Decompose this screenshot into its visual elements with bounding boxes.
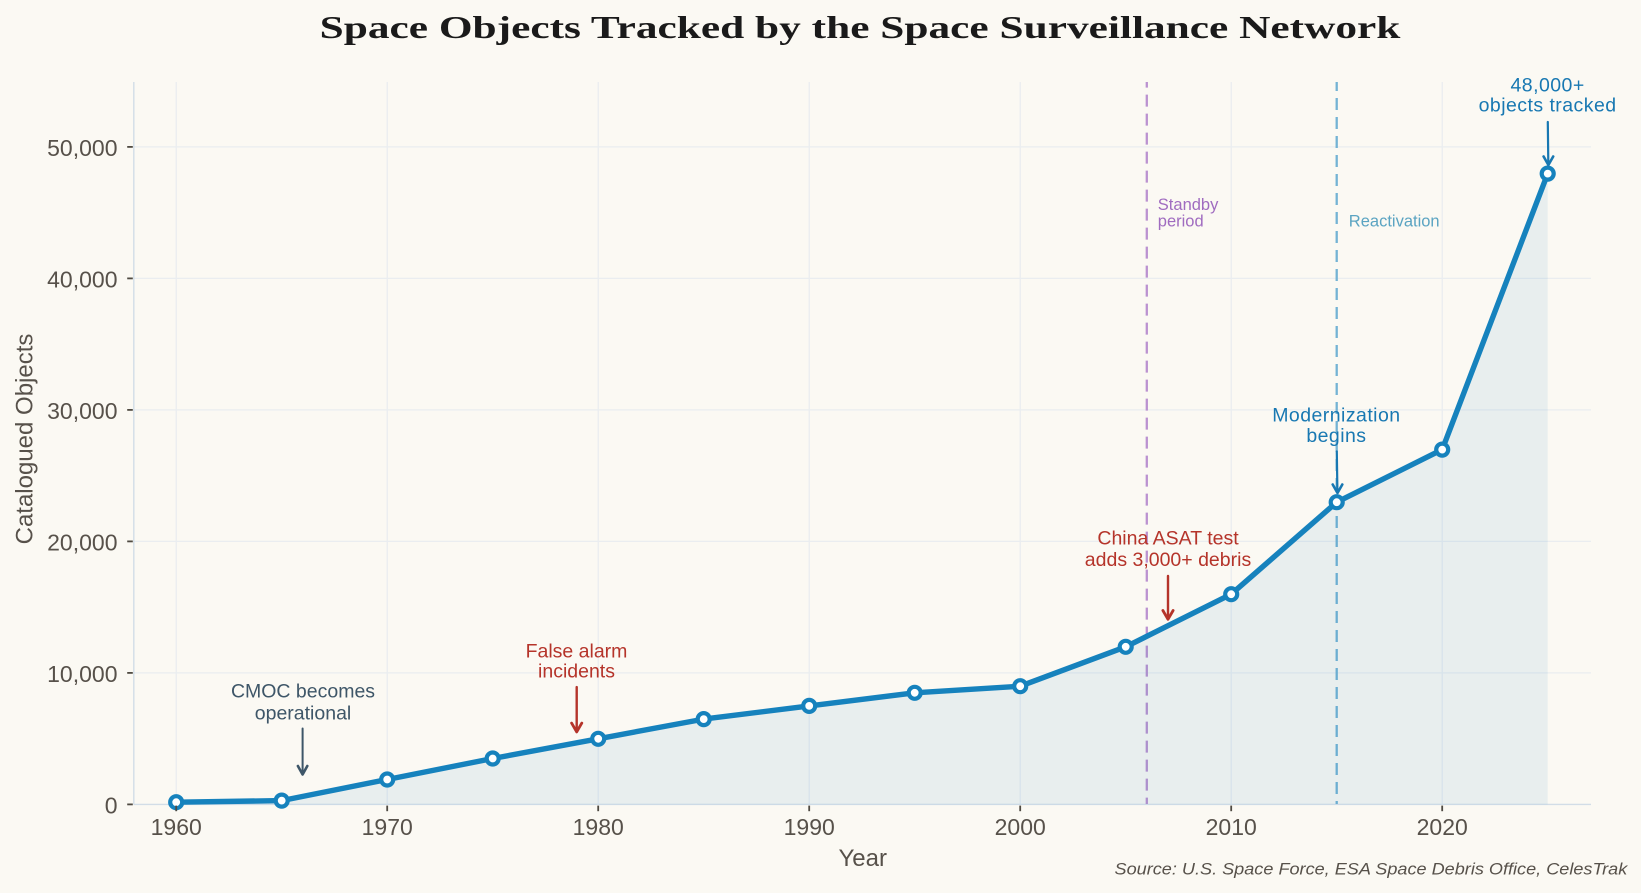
svg-text:40,000: 40,000 — [47, 267, 117, 293]
svg-text:False alarm: False alarm — [526, 641, 628, 663]
svg-text:Catalogued Objects: Catalogued Objects — [12, 334, 39, 545]
svg-text:0: 0 — [105, 793, 118, 819]
svg-text:operational: operational — [255, 702, 352, 724]
svg-text:1990: 1990 — [784, 814, 835, 840]
svg-text:2020: 2020 — [1417, 814, 1468, 840]
svg-text:begins: begins — [1306, 425, 1366, 447]
svg-text:CMOC becomes: CMOC becomes — [231, 681, 375, 703]
svg-text:adds 3,000+ debris: adds 3,000+ debris — [1085, 549, 1252, 571]
svg-text:period: period — [1158, 213, 1204, 231]
svg-text:incidents: incidents — [538, 661, 615, 683]
svg-text:1970: 1970 — [362, 814, 413, 840]
svg-text:10,000: 10,000 — [47, 661, 117, 687]
svg-text:1960: 1960 — [151, 814, 202, 840]
svg-text:2010: 2010 — [1206, 814, 1257, 840]
svg-text:Modernization: Modernization — [1272, 404, 1400, 426]
svg-text:50,000: 50,000 — [47, 135, 117, 161]
svg-text:20,000: 20,000 — [47, 530, 117, 556]
svg-text:Space Objects Tracked by the S: Space Objects Tracked by the Space Surve… — [320, 10, 1402, 45]
svg-text:48,000+: 48,000+ — [1511, 74, 1585, 96]
svg-text:Source: U.S. Space Force, ESA: Source: U.S. Space Force, ESA Space Debr… — [1115, 859, 1629, 878]
svg-text:2000: 2000 — [995, 814, 1046, 840]
svg-text:1980: 1980 — [573, 814, 624, 840]
svg-text:30,000: 30,000 — [47, 398, 117, 424]
svg-text:objects tracked: objects tracked — [1479, 95, 1617, 117]
svg-text:Standby: Standby — [1158, 196, 1219, 214]
svg-text:Year: Year — [838, 845, 887, 872]
svg-text:Reactivation: Reactivation — [1349, 213, 1440, 231]
svg-text:China ASAT test: China ASAT test — [1097, 528, 1239, 550]
